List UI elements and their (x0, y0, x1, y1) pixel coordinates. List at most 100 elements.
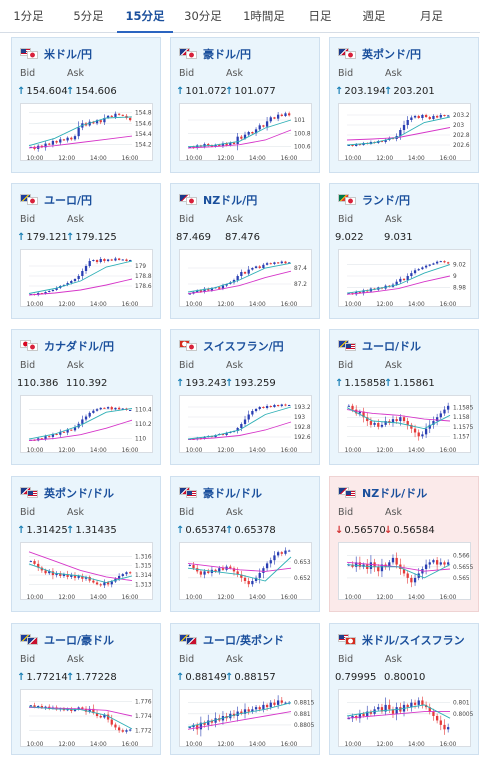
bull-candle (70, 575, 73, 577)
bear-candle (369, 711, 373, 714)
rate-chart[interactable]: 203.2 203 202.8 202.6 10:00 12:00 14:00 16:00 (338, 103, 471, 162)
rate-card[interactable]: スイスフラン/円 Bid Ask ↑193.243 ↑193.259 193.2 193 19… (170, 329, 320, 465)
rate-chart[interactable]: 0.8815 0.881 0.8805 10:00 12:00 14:00 16:00 (179, 689, 315, 748)
rate-chart[interactable]: 179 178.8 178.6 10:00 12:00 14:00 16:00 (20, 249, 153, 308)
pair-name-link[interactable]: スイスフラン/円 (203, 340, 284, 353)
bid-value: 110.386 (17, 378, 58, 389)
tab-6[interactable]: 週足 (362, 9, 386, 23)
bull-candle (358, 411, 362, 414)
rate-card[interactable]: 豪ドル/円 Bid Ask ↑101.072 ↑101.077 101 100.8 100.6… (170, 37, 320, 173)
bear-candle (273, 117, 276, 119)
rate-chart[interactable]: 110.4 110.2 110 10:00 12:00 14:00 16:00 (20, 395, 153, 454)
pair-name-link[interactable]: カナダドル/円 (44, 340, 115, 353)
pair-name-link[interactable]: 豪ドル/ドル (203, 487, 263, 500)
rate-card[interactable]: NZドル/ドル Bid Ask ↓0.56570 ↓0.56584 0.566 0.5655… (329, 476, 479, 612)
ask-label: Ask (67, 360, 84, 371)
rate-card[interactable]: NZドル/円 Bid Ask 87.469 87.476 87.4 87.2 10:00 12:… (170, 183, 320, 319)
bull-candle (207, 720, 210, 725)
pair-name-link[interactable]: 豪ドル/円 (203, 48, 252, 61)
pair-name-link[interactable]: 英ポンド/円 (362, 48, 422, 61)
bear-candle (284, 261, 287, 264)
bull-candle (210, 288, 214, 291)
rate-chart[interactable]: 9.02 9 8.98 10:00 12:00 14:00 16:00 (338, 249, 471, 308)
bull-candle (395, 707, 398, 714)
x-tick-label: 14:00 (249, 595, 266, 601)
bull-candle (29, 561, 32, 563)
bull-candle (203, 144, 206, 147)
tab-2[interactable]: 15分足 (117, 0, 173, 33)
x-tick-label: 12:00 (58, 595, 75, 601)
up-arrow-icon: ↑ (335, 86, 344, 97)
rate-card[interactable]: 英ポンド/円 Bid Ask ↑203.194 ↑203.201 203.2 203 202.… (329, 37, 479, 173)
bull-candle (225, 284, 228, 286)
rate-chart[interactable]: 0.653 0.652 10:00 12:00 14:00 16:00 (179, 542, 312, 601)
rate-chart[interactable]: 87.4 87.2 10:00 12:00 14:00 16:00 (179, 249, 312, 308)
bull-candle (347, 293, 350, 295)
pair-name-link[interactable]: NZドル/ドル (362, 487, 428, 500)
rate-card[interactable]: ユーロ/円 Bid Ask ↑179.121 ↑179.125 179 178.8 178.6… (11, 183, 161, 319)
rate-chart[interactable]: 1.316 1.315 1.314 1.313 10:00 12:00 14:00 16:00 (20, 542, 153, 601)
pair-name-link[interactable]: 米ドル/スイスフラン (362, 634, 465, 647)
bear-candle (117, 727, 121, 731)
bull-candle (284, 550, 287, 554)
jp-flag-icon (186, 197, 197, 205)
rate-card[interactable]: 英ポンド/ドル Bid Ask ↑1.31425 ↑1.31435 1.316 1.315 1… (11, 476, 161, 612)
pair-name-link[interactable]: ユーロ/英ポンド (203, 634, 285, 647)
rate-card[interactable]: 豪ドル/ドル Bid Ask ↑0.65374 ↑0.65378 0.653 0.652 10… (170, 476, 320, 612)
ask-label: Ask (385, 654, 402, 665)
bear-candle (402, 417, 406, 422)
rate-chart[interactable]: 1.776 1.774 1.772 10:00 12:00 14:00 16:00 (20, 689, 153, 748)
y-tick-label: 0.5655 (453, 565, 474, 571)
bear-candle (40, 706, 44, 709)
currency-flags (20, 634, 40, 646)
tab-1[interactable]: 5分足 (73, 9, 104, 23)
ch-flag-icon (345, 637, 356, 645)
pair-name-link[interactable]: ユーロ/ドル (362, 340, 422, 353)
bear-candle (92, 580, 95, 583)
rate-chart[interactable]: 154.8 154.6 154.4 154.2 10:00 12:00 14:00 16:00 (20, 103, 153, 162)
tab-7[interactable]: 月足 (420, 9, 443, 23)
bull-candle (73, 136, 77, 140)
bear-candle (240, 136, 243, 139)
tab-4[interactable]: 1時間足 (243, 9, 285, 23)
bull-candle (117, 575, 121, 579)
pair-name-link[interactable]: ランド/円 (362, 194, 411, 207)
rate-chart[interactable]: 1.1585 1.158 1.1575 1.157 10:00 12:00 14:00 16:… (338, 395, 474, 454)
bear-candle (110, 719, 113, 725)
pair-name-link[interactable]: NZドル/円 (203, 194, 258, 207)
pair-name-link[interactable]: ユーロ/豪ドル (44, 634, 115, 647)
bid-value-text: 0.88149 (185, 672, 227, 683)
card-header: 豪ドル/円 (179, 47, 251, 61)
rate-card[interactable]: ユーロ/豪ドル Bid Ask ↑1.77214 ↑1.77228 1.776 1.774 1… (11, 623, 161, 755)
rate-chart[interactable]: 0.801 0.8005 10:00 12:00 14:00 16:00 (338, 689, 474, 748)
rate-card[interactable]: ユーロ/英ポンド Bid Ask ↑0.88149 ↑0.88157 0.8815 0.88… (170, 623, 320, 755)
rate-card[interactable]: カナダドル/円 Bid Ask 110.386 110.392 110.4 110.2 110… (11, 329, 161, 465)
bull-candle (243, 419, 247, 424)
rate-card[interactable]: ユーロ/ドル Bid Ask ↑1.15858 ↑1.15861 1.1585 1.158 1… (329, 329, 479, 465)
pair-name-link[interactable]: ユーロ/円 (44, 194, 93, 207)
ask-value-text: 110.392 (66, 378, 108, 389)
bear-candle (199, 290, 203, 292)
tab-0[interactable]: 1分足 (13, 9, 44, 23)
pair-name-link[interactable]: 米ドル/円 (44, 48, 93, 61)
rate-card[interactable]: 米ドル/スイスフラン Bid Ask 0.79995 0.80010 0.801 0.800… (329, 623, 479, 755)
bull-candle (413, 270, 417, 274)
tab-5[interactable]: 日足 (308, 9, 332, 23)
rate-chart[interactable]: 101 100.8 100.6 10:00 12:00 14:00 16:00 (179, 103, 312, 162)
rate-chart[interactable]: 193.2 193 192.8 192.6 10:00 12:00 14:00 16:00 (179, 395, 312, 454)
pair-name-link[interactable]: 英ポンド/ドル (44, 487, 115, 500)
rate-chart[interactable]: 0.566 0.5655 0.565 10:00 12:00 14:00 16:00 (338, 542, 474, 601)
x-tick-label: 16:00 (281, 448, 298, 454)
gb-flag-icon (186, 637, 197, 645)
bear-candle (196, 568, 199, 572)
y-tick-label: 87.2 (294, 282, 307, 288)
tab-3[interactable]: 30分足 (184, 9, 222, 23)
card-header: 英ポンド/円 (338, 47, 421, 61)
bull-candle (406, 276, 409, 280)
bid-value-text: 0.56570 (344, 525, 386, 536)
rate-card[interactable]: 米ドル/円 Bid Ask ↑154.604 ↑154.606 154.8 154.6 154… (11, 37, 161, 173)
rate-card[interactable]: ランド/円 Bid Ask 9.022 9.031 9.02 9 8.98 10:00 12:00… (329, 183, 479, 319)
bear-candle (380, 141, 384, 142)
bull-candle (424, 265, 428, 268)
bear-candle (221, 434, 225, 435)
